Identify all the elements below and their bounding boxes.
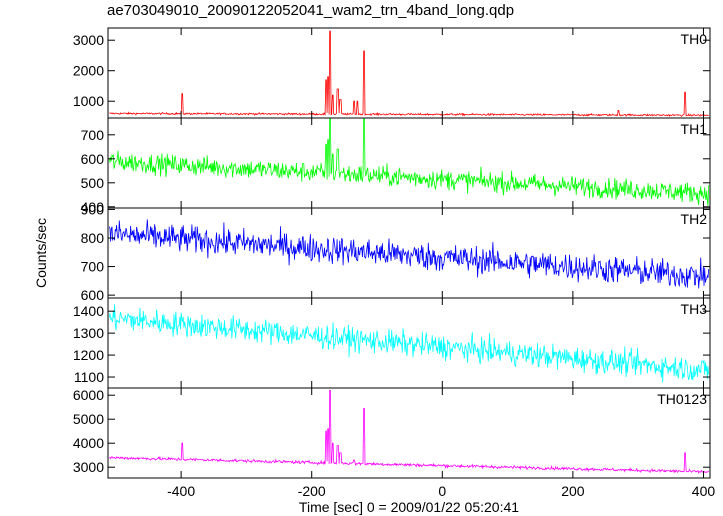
panel-label-th0: TH0 <box>681 31 708 47</box>
y-axis-label: Counts/sec <box>33 218 49 288</box>
x-tick-label: -400 <box>167 483 195 499</box>
series-line-th1 <box>108 117 710 206</box>
y-tick-label: 1100 <box>74 369 104 385</box>
series-line-th0123 <box>109 389 710 475</box>
y-tick-label: 3000 <box>73 32 104 48</box>
panel-label-th0123: TH0123 <box>657 391 707 407</box>
y-tick-label: 600 <box>81 287 105 303</box>
y-tick-label: 1300 <box>73 325 104 341</box>
x-axis-label: Time [sec] 0 = 2009/01/22 05:20:41 <box>299 499 519 515</box>
panel-label-th3: TH3 <box>681 301 708 317</box>
series-line-th0 <box>109 30 709 117</box>
x-tick-label: 0 <box>438 483 446 499</box>
x-tick-label: 400 <box>692 483 716 499</box>
y-tick-label: 600 <box>81 151 105 167</box>
panel-label-th2: TH2 <box>681 211 708 227</box>
y-tick-label: 3000 <box>73 459 104 475</box>
chart-title: ae703049010_20090122052041_wam2_trn_4ban… <box>107 2 515 19</box>
y-tick-label: 900 <box>81 201 105 217</box>
y-tick-label: 800 <box>81 230 105 246</box>
panel-label-th1: TH1 <box>681 121 708 137</box>
y-tick-label: 5000 <box>73 411 104 427</box>
y-tick-label: 1000 <box>73 93 104 109</box>
y-tick-label: 400 <box>81 199 105 215</box>
x-tick-label: -200 <box>298 483 326 499</box>
y-tick-label: 6000 <box>73 387 104 403</box>
y-tick-label: 4000 <box>73 435 104 451</box>
y-tick-label: 700 <box>81 127 105 143</box>
panel-frame-th0123 <box>107 387 711 479</box>
panel-frame-th2 <box>107 207 711 299</box>
y-tick-label: 2000 <box>73 63 104 79</box>
series-line-th3 <box>108 304 710 383</box>
y-tick-label: 500 <box>81 175 105 191</box>
y-tick-label: 1200 <box>73 347 104 363</box>
y-tick-label: 700 <box>81 259 105 275</box>
x-tick-label: 200 <box>561 483 585 499</box>
y-tick-label: 1400 <box>73 303 104 319</box>
series-line-th2 <box>108 219 710 289</box>
panel-frame-th0 <box>107 27 711 119</box>
